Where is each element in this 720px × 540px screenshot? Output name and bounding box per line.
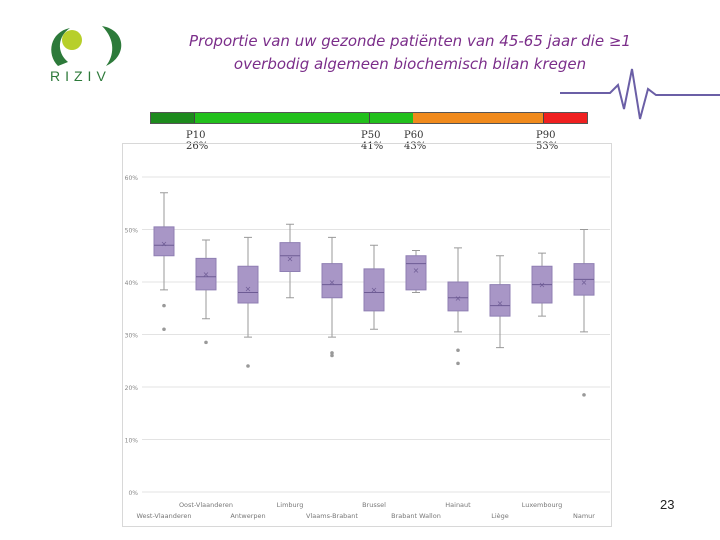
x-tick-label: Antwerpen — [230, 512, 265, 520]
page-number: 23 — [660, 497, 675, 512]
percentile-p50-label: P50 — [361, 130, 381, 141]
x-tick-label: West-Vlaanderen — [136, 512, 191, 520]
percentile-p60: P60 43% — [404, 130, 426, 152]
percentile-seg-5 — [543, 113, 587, 123]
box — [237, 265, 259, 304]
y-tick-label: 0% — [128, 490, 138, 497]
percentile-seg-4 — [412, 113, 544, 123]
x-tick-label: Limburg — [277, 501, 304, 509]
percentile-seg-1 — [151, 113, 196, 123]
mean-marker: × — [161, 240, 168, 249]
x-tick-label: Vlaams-Brabant — [306, 512, 358, 520]
percentile-p60-label: P60 — [404, 130, 424, 141]
mean-marker: × — [539, 281, 546, 290]
x-tick-label: Namur — [573, 512, 595, 520]
y-tick-label: 20% — [125, 385, 139, 392]
heartbeat-line — [560, 68, 720, 120]
box — [195, 257, 217, 291]
outlier-point — [456, 348, 460, 353]
x-tick-label: Brabant Wallon — [391, 512, 441, 520]
mean-marker: × — [245, 284, 252, 293]
box — [405, 255, 427, 291]
mean-marker: × — [329, 278, 336, 287]
mean-marker: × — [455, 294, 462, 303]
x-tick-label: Luxembourg — [522, 501, 563, 509]
y-tick-label: 10% — [125, 438, 139, 445]
outlier-point — [330, 351, 334, 355]
mean-marker: × — [287, 254, 294, 263]
outlier-point — [204, 340, 208, 345]
percentile-p10-value: 26% — [186, 141, 209, 152]
x-tick-label: Liège — [491, 512, 509, 520]
y-tick-label: 30% — [125, 333, 139, 340]
box — [489, 284, 511, 317]
logo-dot — [62, 30, 82, 50]
mean-marker: × — [203, 270, 210, 279]
percentile-seg-3 — [369, 113, 413, 123]
outlier-point — [330, 353, 334, 358]
percentile-p90: P90 53% — [536, 130, 558, 152]
mean-marker: × — [371, 285, 378, 294]
riziv-logo — [51, 26, 122, 66]
logo-swoosh — [51, 28, 70, 66]
percentile-p50-value: 41% — [361, 141, 384, 152]
mean-marker: × — [581, 278, 588, 287]
y-tick-label: 50% — [125, 228, 139, 235]
percentile-p50: P50 41% — [361, 130, 383, 152]
chart-frame — [122, 143, 612, 527]
box — [153, 226, 175, 257]
percentile-p10-label: P10 — [186, 130, 206, 141]
logo-text: RIZIV — [50, 68, 111, 84]
y-tick-label: 40% — [125, 280, 139, 287]
outlier-point — [456, 361, 460, 366]
percentile-p90-value: 53% — [536, 141, 559, 152]
mean-marker: × — [497, 299, 504, 308]
outlier-point — [162, 303, 166, 308]
percentile-color-bar — [150, 112, 588, 124]
x-tick-label: Brussel — [362, 501, 386, 509]
percentile-seg-2 — [195, 113, 370, 123]
percentile-p10: P10 26% — [186, 130, 208, 152]
percentile-p90-label: P90 — [536, 130, 556, 141]
box — [447, 281, 469, 312]
outlier-point — [246, 364, 250, 368]
x-tick-label: Hainaut — [445, 501, 471, 509]
box — [279, 242, 301, 272]
logo-swoosh-right — [102, 26, 122, 66]
box — [321, 263, 343, 299]
x-tick-label: Oost-Vlaanderen — [179, 501, 233, 509]
outlier-point — [582, 393, 586, 397]
box — [363, 268, 385, 312]
y-tick-label: 60% — [125, 175, 139, 182]
mean-marker: × — [413, 266, 420, 275]
percentile-p60-value: 43% — [404, 141, 427, 152]
outlier-point — [162, 327, 166, 332]
chart-title: Proportie van uw gezonde patiënten van 4… — [189, 32, 631, 73]
